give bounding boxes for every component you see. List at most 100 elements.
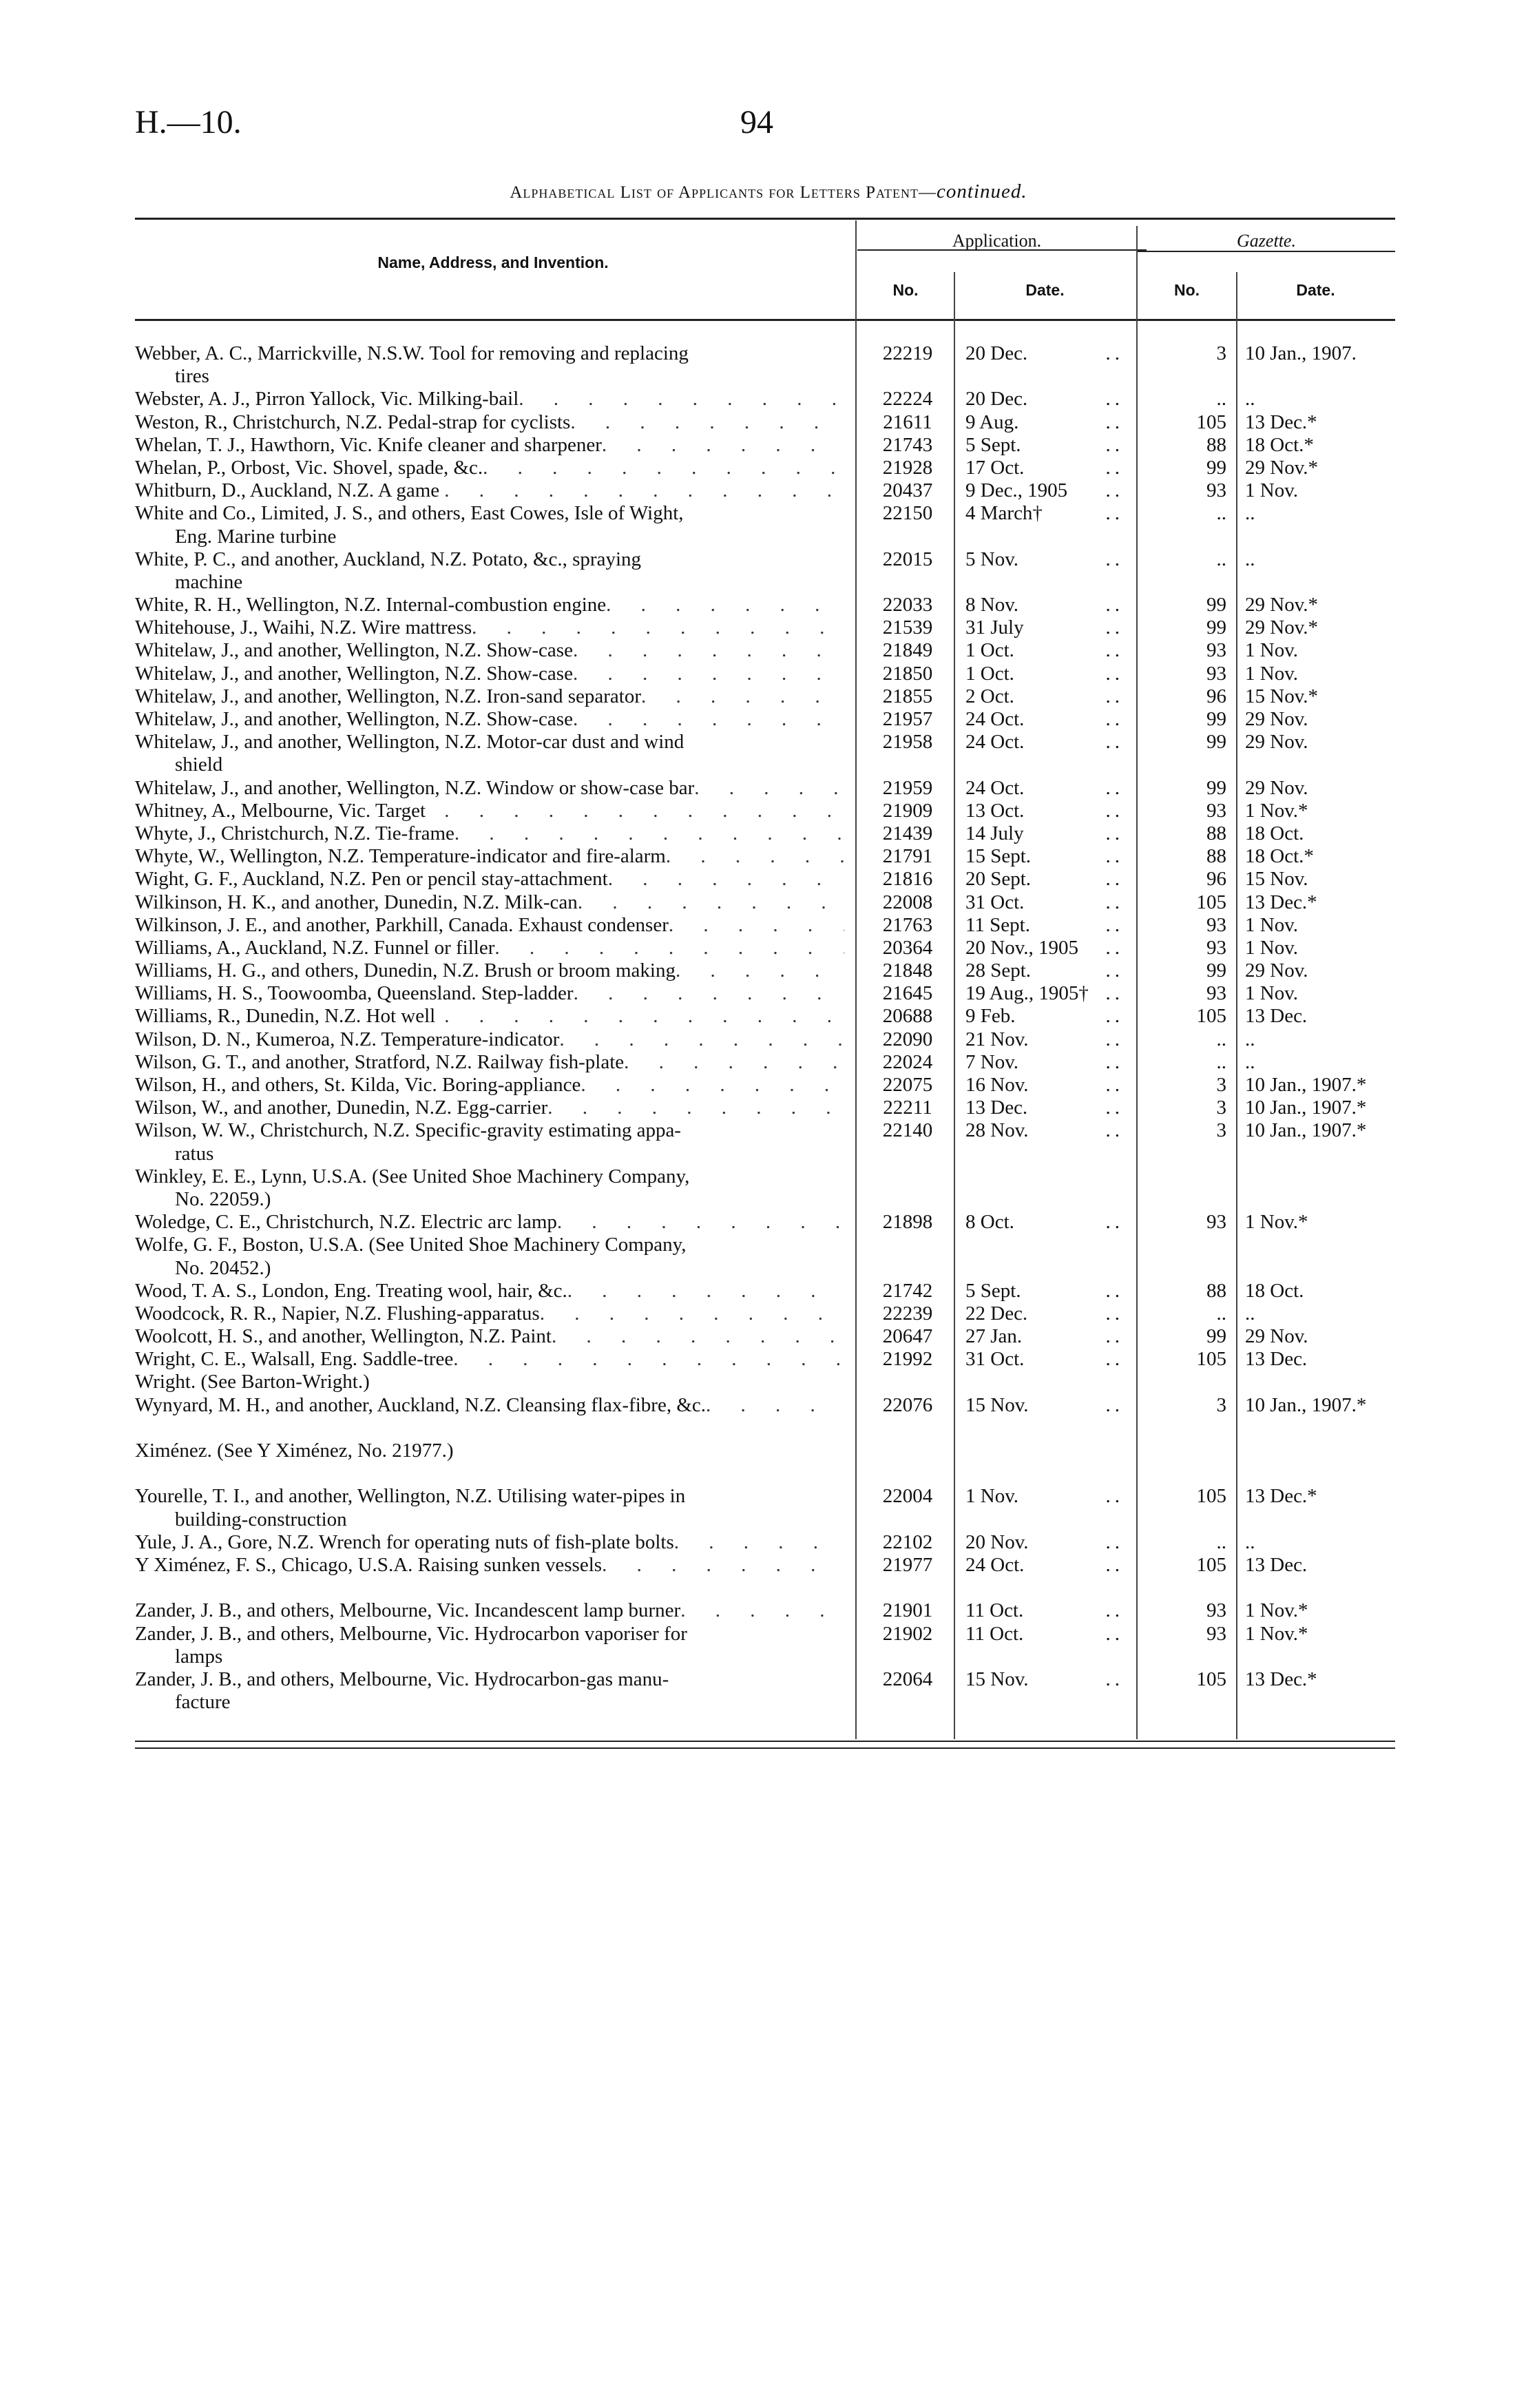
- table-row: Whitelaw, J., and another, Wellington, N…: [135, 685, 1395, 708]
- table-row-continuation: facture: [135, 1691, 1395, 1714]
- name-text: Whitehouse, J., Waihi, N.Z. Wire mattres…: [135, 616, 472, 639]
- column-divider: [855, 220, 857, 1739]
- application-number: 20364: [882, 936, 933, 959]
- gazette-number: 105: [1196, 1668, 1227, 1690]
- applicant-name: White, P. C., and another, Auckland, N.Z…: [135, 548, 844, 571]
- application-date: 15 Sept...: [965, 845, 1131, 868]
- name-text: Zander, J. B., and others, Melbourne, Vi…: [135, 1599, 681, 1622]
- gazette-date: 15 Nov.*: [1245, 685, 1319, 707]
- application-number: 22015: [882, 548, 933, 570]
- name-text: Wright, C. E., Walsall, Eng. Saddle-tree: [135, 1348, 454, 1371]
- gazette-number: 93: [1206, 662, 1226, 685]
- applicant-name: Yule, J. A., Gore, N.Z. Wrench for opera…: [135, 1531, 844, 1554]
- table-row: Williams, H. G., and others, Dunedin, N.…: [135, 959, 1395, 982]
- table-row: Whitelaw, J., and another, Wellington, N…: [135, 777, 1395, 800]
- name-text: Woodcock, R. R., Napier, N.Z. Flushing-a…: [135, 1302, 540, 1325]
- dot-leader: ..: [1105, 1599, 1124, 1622]
- date-text: 21 Nov.: [965, 1028, 1029, 1050]
- bottom-rule: [135, 1747, 1395, 1749]
- table-row: Williams, H. S., Toowoomba, Queensland. …: [135, 982, 1395, 1005]
- gazette-number: ..: [1216, 548, 1227, 570]
- date-text: 9 Aug.: [965, 411, 1019, 433]
- dot-leader: ..: [1105, 776, 1124, 799]
- application-date: 5 Sept...: [965, 1280, 1131, 1302]
- table-row: Wilson, W., and another, Dunedin, N.Z. E…: [135, 1097, 1395, 1119]
- application-date: 11 Oct...: [965, 1599, 1131, 1622]
- application-date: 24 Oct...: [965, 708, 1131, 731]
- applicant-name: Whitney, A., Melbourne, Vic. Target . . .…: [135, 800, 844, 822]
- applicant-name: Wright, C. E., Walsall, Eng. Saddle-tree…: [135, 1348, 844, 1371]
- gazette-number: 93: [1206, 1622, 1226, 1645]
- date-text: 11 Oct.: [965, 1622, 1024, 1645]
- dot-leader: . . . . . . . . . . . .: [694, 776, 844, 799]
- table-row: Woolcott, H. S., and another, Wellington…: [135, 1325, 1395, 1348]
- application-date: 11 Sept...: [965, 914, 1131, 937]
- dot-leader: ..: [1105, 1668, 1124, 1690]
- date-text: 24 Oct.: [965, 708, 1025, 730]
- dot-leader: . . . . . . . . . . . .: [547, 1097, 844, 1119]
- gazette-date: 1 Nov.: [1245, 936, 1299, 959]
- application-date: 19 Aug., 1905†..: [965, 982, 1131, 1005]
- gazette-number: 99: [1206, 594, 1226, 616]
- dot-leader: ..: [1105, 982, 1124, 1005]
- application-number: 21928: [882, 456, 933, 479]
- applicant-name: Wight, G. F., Auckland, N.Z. Pen or penc…: [135, 868, 844, 891]
- table-row-continuation: shield: [135, 754, 1395, 776]
- date-text: 16 Nov.: [965, 1074, 1029, 1096]
- application-number: 22102: [882, 1530, 933, 1553]
- application-number: 22211: [883, 1097, 932, 1119]
- dot-leader: ..: [1105, 479, 1124, 502]
- application-number: 21909: [882, 799, 933, 822]
- dot-leader: ..: [1105, 1005, 1124, 1028]
- application-date: 4 March†..: [965, 502, 1131, 525]
- applicant-name: Wolfe, G. F., Boston, U.S.A. (See United…: [135, 1234, 844, 1256]
- application-date: 5 Nov...: [965, 548, 1131, 571]
- gazette-number: 105: [1196, 1005, 1227, 1028]
- gazette-date: 13 Dec.: [1245, 1553, 1308, 1576]
- applicant-name: Woolcott, H. S., and another, Wellington…: [135, 1325, 844, 1348]
- page-number: 94: [740, 104, 773, 141]
- table-row: Webber, A. C., Marrickville, N.S.W. Tool…: [135, 342, 1395, 365]
- gazette-date: ..: [1245, 1028, 1255, 1050]
- dot-leader: ..: [1105, 868, 1124, 891]
- gazette-date: ..: [1245, 1302, 1255, 1325]
- name-continuation: building-construction: [175, 1508, 347, 1530]
- application-date: 9 Aug...: [965, 411, 1131, 434]
- gazette-number: 93: [1206, 799, 1226, 822]
- name-text: Whitelaw, J., and another, Wellington, N…: [135, 708, 573, 730]
- dot-leader: ..: [1105, 616, 1124, 639]
- application-number: 20688: [882, 1005, 933, 1028]
- gazette-number: 96: [1206, 685, 1226, 707]
- name-text: Williams, R., Dunedin, N.Z. Hot well: [135, 1005, 436, 1028]
- application-number: 21611: [883, 411, 932, 433]
- gazette-number: 99: [1206, 456, 1226, 479]
- gazette-number: 96: [1206, 868, 1226, 891]
- application-number: 21902: [882, 1622, 933, 1645]
- applicant-name: Wilson, W. W., Christchurch, N.Z. Specif…: [135, 1119, 844, 1142]
- date-text: 28 Nov.: [965, 1119, 1029, 1142]
- dot-leader: . . . . . . . . . . . .: [454, 822, 844, 844]
- name-text: Woolcott, H. S., and another, Wellington…: [135, 1325, 552, 1348]
- date-text: 9 Feb.: [965, 1005, 1016, 1028]
- applicant-name: Woodcock, R. R., Napier, N.Z. Flushing-a…: [135, 1302, 844, 1325]
- application-date: 21 Nov...: [965, 1028, 1131, 1051]
- name-text: Yourelle, T. I., and another, Wellington…: [135, 1485, 686, 1508]
- dot-leader: ..: [1105, 1302, 1124, 1325]
- name-text: Whitelaw, J., and another, Wellington, N…: [135, 662, 573, 685]
- applicant-name: Webster, A. J., Pirron Yallock, Vic. Mil…: [135, 388, 844, 411]
- application-date: 24 Oct...: [965, 1554, 1131, 1577]
- dot-leader: ..: [1105, 799, 1124, 822]
- date-text: 5 Sept.: [965, 433, 1021, 456]
- applicant-name: Wilkinson, H. K., and another, Dunedin, …: [135, 891, 844, 914]
- date-text: 4 March†: [965, 502, 1043, 525]
- applicant-name: Williams, H. S., Toowoomba, Queensland. …: [135, 982, 844, 1005]
- application-date: 24 Oct...: [965, 731, 1131, 754]
- gazette-number: 93: [1206, 913, 1226, 936]
- gazette-number: 93: [1206, 936, 1226, 959]
- bottom-rule: [135, 1741, 1395, 1742]
- applicant-table: Webber, A. C., Marrickville, N.S.W. Tool…: [135, 342, 1395, 1714]
- applicant-name: White, R. H., Wellington, N.Z. Internal-…: [135, 594, 844, 616]
- gazette-date: 18 Oct.: [1245, 1279, 1304, 1302]
- name-text: Whitburn, D., Auckland, N.Z. A game: [135, 479, 440, 502]
- name-continuation: Eng. Marine turbine: [175, 525, 337, 548]
